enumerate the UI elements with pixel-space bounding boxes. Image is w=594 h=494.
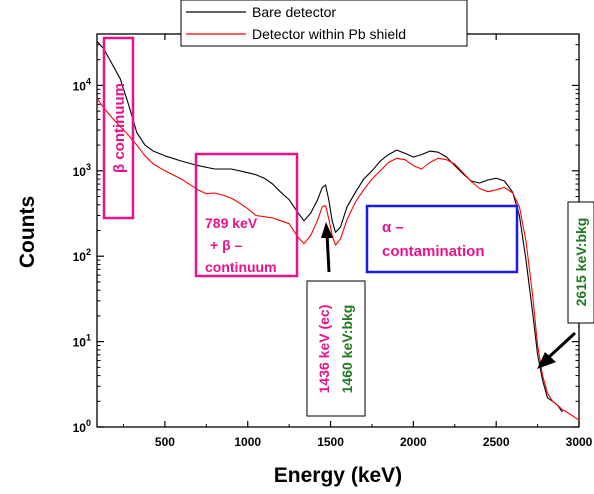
alpha-label-line1: α –	[382, 219, 404, 236]
y-tick-base: 10	[73, 165, 87, 179]
ec1436-box	[306, 280, 366, 417]
y-tick-exponent: 4	[86, 76, 91, 86]
series-line-pb-shield	[96, 98, 580, 421]
y-tick-label: 101	[73, 333, 91, 350]
y-tick-exponent: 0	[86, 418, 91, 428]
pb789-label-line2: + β –	[210, 237, 243, 253]
ec1436-arrow	[325, 232, 331, 273]
y-tick-label: 104	[73, 76, 91, 93]
beta-continuum-box	[102, 36, 135, 220]
x-axis: 500 1000 1500 2000 2500 3000	[123, 34, 593, 449]
legend-label-shield: Detector within Pb shield	[252, 26, 406, 42]
y-tick-base: 10	[73, 421, 87, 435]
legend-box	[180, 0, 468, 47]
y-tick-exponent: 1	[86, 333, 91, 343]
beta-continuum-label: β continuum	[111, 83, 128, 173]
y-tick-base: 10	[73, 79, 87, 93]
x-tick-label: 1000	[234, 435, 261, 449]
x-tick-label: 3000	[566, 435, 593, 449]
series-layer	[96, 40, 580, 421]
y-tick-base: 10	[73, 250, 87, 264]
legend-label-bare: Bare detector	[252, 4, 336, 20]
x-tick-label: 500	[155, 435, 175, 449]
y-tick-base: 10	[73, 336, 87, 350]
bkg2615-arrowhead	[537, 352, 556, 369]
ec1436-arrowhead	[321, 222, 333, 238]
x-tick-label: 2000	[400, 435, 427, 449]
legend: Bare detector Detector within Pb shield	[180, 0, 468, 47]
y-tick-exponent: 2	[86, 247, 91, 257]
pb789-box	[194, 152, 299, 278]
pb789-label-line3: continuum	[205, 259, 277, 275]
alpha-box	[365, 204, 519, 274]
alpha-label-line2: contamination	[382, 243, 485, 260]
y-tick-label: 100	[73, 418, 91, 435]
ec1436-label: 1436 keV (ec)	[316, 305, 332, 394]
x-tick-label: 1500	[317, 435, 344, 449]
bkg2615-arrow	[547, 331, 577, 359]
pb789-label-line1: 789 keV	[205, 215, 258, 231]
y-tick-label: 103	[73, 162, 91, 179]
bkg2615-label: 2615 keV:bkg	[573, 218, 589, 307]
series-line-bare-detector	[96, 40, 563, 413]
y-tick-exponent: 3	[86, 162, 91, 172]
bkg2615-box	[567, 201, 594, 324]
y-axis-title: Counts	[16, 196, 39, 268]
y-tick-label: 102	[73, 247, 91, 264]
bkg1460-label: 1460 keV:bkg	[339, 305, 355, 394]
x-axis-title: Energy (keV)	[274, 464, 402, 487]
x-tick-label: 2500	[483, 435, 510, 449]
